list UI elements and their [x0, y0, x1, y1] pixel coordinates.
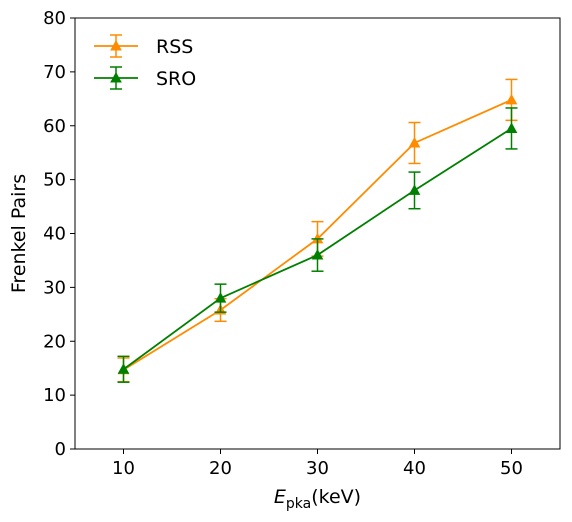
legend-item-sro: SRO — [94, 66, 196, 90]
legend-marker — [110, 39, 122, 51]
x-axis-label-sub: pka — [286, 496, 311, 512]
y-tick-label: 40 — [43, 224, 66, 245]
data-point — [214, 292, 227, 303]
x-tick-label: 50 — [500, 458, 523, 479]
data-point — [408, 184, 421, 195]
y-axis: 0 10 20 30 40 50 60 70 80 — [43, 8, 75, 460]
y-tick-label: 70 — [43, 62, 66, 83]
x-tick-label: 20 — [209, 458, 232, 479]
y-tick-label: 80 — [43, 8, 66, 29]
series-rss — [117, 78, 518, 383]
x-tick-label: 30 — [306, 458, 329, 479]
x-axis-label-unit: (keV) — [311, 486, 361, 508]
data-point — [505, 122, 518, 133]
y-tick-label: 50 — [43, 170, 66, 191]
x-tick-label: 40 — [403, 458, 426, 479]
y-tick-label: 20 — [43, 331, 66, 352]
legend: RSS SRO — [94, 34, 196, 90]
data-point — [505, 93, 518, 105]
legend-label: SRO — [156, 68, 196, 90]
x-axis-label-main: E — [274, 486, 286, 508]
legend-item-rss: RSS — [94, 34, 193, 58]
series-sro — [117, 107, 518, 383]
y-tick-label: 0 — [55, 439, 66, 460]
x-tick-label: 10 — [112, 458, 135, 479]
plot-area — [117, 78, 518, 383]
data-point — [311, 249, 324, 260]
x-axis: 10 20 30 40 50 — [112, 449, 523, 479]
y-tick-label: 10 — [43, 385, 66, 406]
legend-label: RSS — [156, 36, 193, 58]
x-axis-label: Epka(keV) — [274, 486, 361, 512]
y-tick-label: 60 — [43, 116, 66, 137]
y-axis-label: Frenkel Pairs — [8, 174, 30, 293]
legend-marker — [110, 71, 122, 83]
data-point — [117, 363, 130, 374]
y-tick-label: 30 — [43, 277, 66, 298]
data-point — [408, 136, 421, 148]
